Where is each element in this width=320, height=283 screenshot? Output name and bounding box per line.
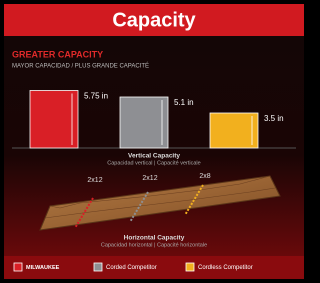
board-label: 2x12	[87, 177, 102, 184]
value-label: 5.75 in	[84, 92, 108, 101]
board-label: 2x8	[199, 173, 210, 180]
x-sublabel: Capacidad vertical | Capacité verticale	[107, 160, 200, 166]
legend-swatch	[94, 263, 102, 271]
value-label: 3.5 in	[264, 114, 284, 123]
page-title: Capacity	[112, 9, 196, 31]
bar	[30, 91, 78, 149]
legend-label: Cordless Competitor	[198, 265, 253, 271]
x-label: Vertical Capacity	[128, 153, 180, 160]
horizontal-title: Horizontal Capacity	[124, 235, 185, 242]
legend-label: Corded Competitor	[106, 265, 157, 271]
horizontal-subtitle: Capacidad horizontal | Capacité horizont…	[101, 242, 207, 248]
bar	[120, 97, 168, 148]
board-label: 2x12	[142, 175, 157, 182]
chart-title: GREATER CAPACITY	[12, 49, 103, 59]
value-label: 5.1 in	[174, 98, 194, 107]
infographic: Capacity GREATER CAPACITY MAYOR CAPACIDA…	[0, 0, 308, 283]
chart-subtitle: MAYOR CAPACIDAD / PLUS GRANDE CAPACITÉ	[12, 63, 149, 70]
legend-label: MILWAUKEE	[26, 265, 60, 271]
legend-swatch	[14, 263, 22, 271]
legend-swatch	[186, 263, 194, 271]
bar	[210, 113, 258, 148]
